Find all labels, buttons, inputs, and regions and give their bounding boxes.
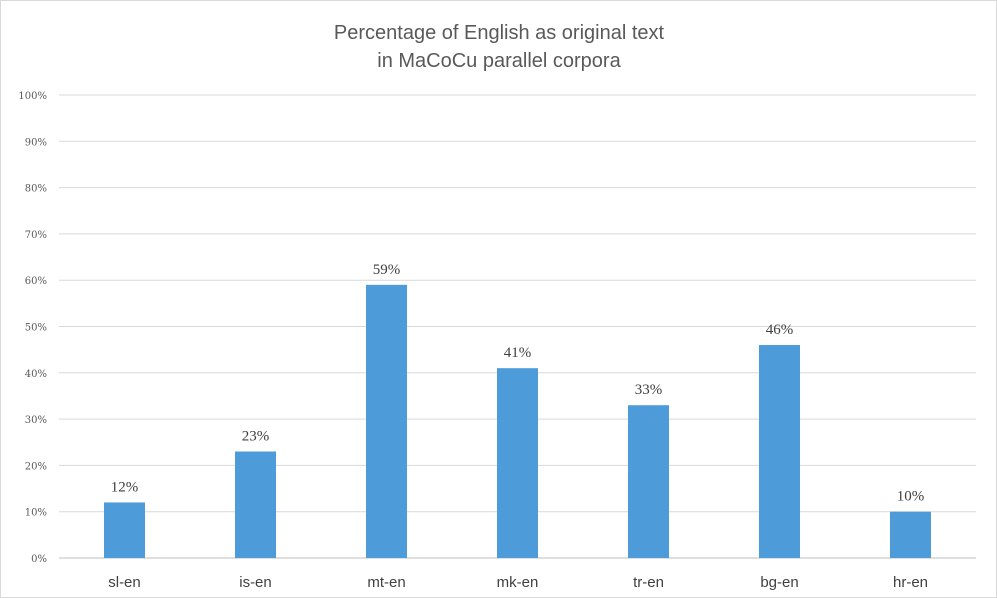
data-label-hr-en: 10%	[897, 489, 925, 505]
y-axis-ticks: 0% 10% 20% 30% 40% 50% 60% 70% 80% 90% 100%	[18, 91, 47, 565]
bar-hr-en	[890, 511, 931, 558]
bar-bg-en	[759, 345, 800, 558]
bar-is-en	[235, 451, 276, 558]
bar-mt-en	[366, 284, 407, 558]
data-label-mk-en: 41%	[504, 345, 532, 361]
y-tick-label: 10%	[25, 508, 47, 519]
category-label-hr-en: hr-en	[893, 574, 928, 591]
data-label-mt-en: 59%	[373, 262, 401, 278]
category-label-mt-en: mt-en	[367, 574, 405, 591]
category-label-tr-en: tr-en	[633, 574, 664, 591]
chart-title-line-1: Percentage of English as original text	[334, 22, 665, 44]
data-label-tr-en: 33%	[635, 382, 663, 398]
data-label-is-en: 23%	[242, 429, 270, 445]
y-tick-label: 90%	[25, 137, 47, 148]
category-label-mk-en: mk-en	[497, 574, 539, 591]
y-tick-label: 0%	[31, 554, 47, 565]
y-tick-label: 80%	[25, 184, 47, 195]
y-tick-label: 100%	[18, 91, 47, 102]
bar-tr-en	[628, 405, 669, 558]
bar-mk-en	[497, 368, 538, 558]
bar-sl-en	[104, 502, 145, 558]
y-tick-label: 60%	[25, 276, 47, 287]
y-tick-label: 30%	[25, 415, 47, 426]
data-label-sl-en: 12%	[111, 479, 139, 495]
category-label-sl-en: sl-en	[108, 574, 141, 591]
y-tick-label: 70%	[25, 230, 47, 241]
y-tick-label: 20%	[25, 461, 47, 472]
chart-title-line-2: in MaCoCu parallel corpora	[377, 50, 621, 72]
data-labels: 12% 23% 59% 41% 33% 46% 10%	[111, 262, 925, 505]
y-tick-label: 40%	[25, 369, 47, 380]
category-label-bg-en: bg-en	[760, 574, 798, 591]
y-tick-label: 50%	[25, 323, 47, 334]
data-label-bg-en: 46%	[766, 322, 794, 338]
category-label-is-en: is-en	[239, 574, 272, 591]
bars	[104, 284, 931, 558]
x-axis-categories: sl-en is-en mt-en mk-en tr-en bg-en hr-en	[108, 574, 928, 591]
